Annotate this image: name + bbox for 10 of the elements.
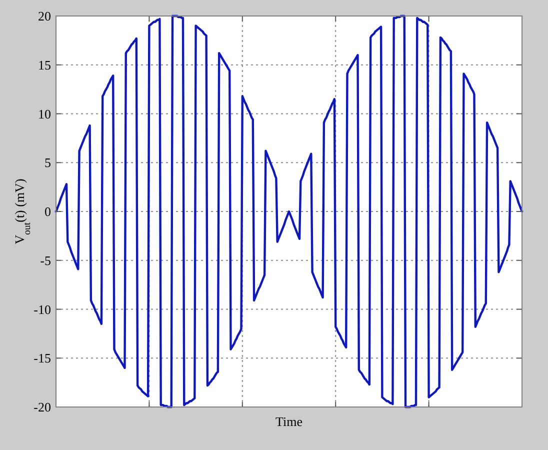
y-tick-label: -20 <box>34 400 51 415</box>
y-tick-label: -10 <box>34 302 51 317</box>
x-axis-title: Time <box>276 414 303 429</box>
y-tick-label: 10 <box>38 106 51 122</box>
y-tick-label: -15 <box>34 350 51 366</box>
y-tick-label: -5 <box>40 252 51 268</box>
y-tick-label: 20 <box>38 8 51 24</box>
y-tick-label: 15 <box>38 57 51 72</box>
y-tick-label: 5 <box>44 155 51 170</box>
y-tick-label: 0 <box>44 204 51 220</box>
